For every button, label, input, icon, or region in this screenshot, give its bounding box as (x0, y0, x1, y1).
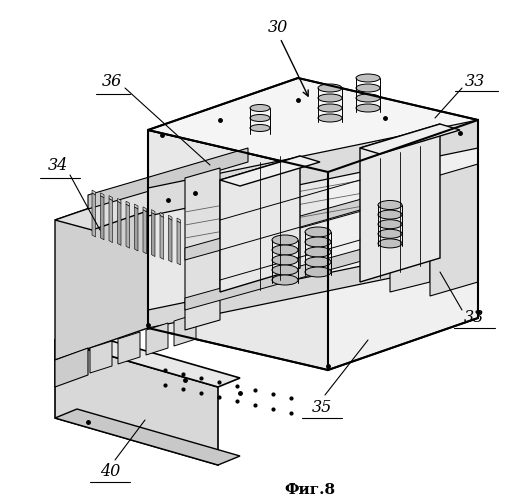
Ellipse shape (272, 245, 298, 255)
Polygon shape (55, 340, 218, 465)
Polygon shape (109, 198, 112, 242)
Ellipse shape (272, 255, 298, 265)
Polygon shape (360, 124, 460, 154)
Polygon shape (148, 78, 478, 172)
Ellipse shape (272, 235, 298, 245)
Polygon shape (118, 332, 140, 364)
Polygon shape (160, 216, 164, 260)
Polygon shape (126, 204, 130, 248)
Polygon shape (328, 120, 478, 370)
Polygon shape (109, 196, 112, 200)
Polygon shape (92, 190, 95, 195)
Ellipse shape (378, 220, 402, 228)
Ellipse shape (250, 104, 270, 112)
Polygon shape (211, 229, 214, 234)
Polygon shape (203, 226, 206, 232)
Ellipse shape (318, 114, 342, 122)
Polygon shape (211, 232, 214, 276)
Polygon shape (203, 230, 206, 274)
Polygon shape (220, 232, 223, 237)
Polygon shape (237, 240, 240, 284)
Text: 33: 33 (465, 74, 485, 90)
Ellipse shape (272, 265, 298, 275)
Ellipse shape (356, 94, 380, 102)
Polygon shape (185, 180, 430, 260)
Text: 30: 30 (268, 20, 288, 36)
Ellipse shape (378, 200, 402, 209)
Ellipse shape (250, 114, 270, 121)
Text: 33: 33 (464, 310, 484, 326)
Polygon shape (220, 235, 223, 279)
Ellipse shape (356, 84, 380, 92)
Polygon shape (148, 130, 328, 370)
Ellipse shape (356, 104, 380, 112)
Text: 40: 40 (100, 464, 120, 480)
Text: 35: 35 (312, 400, 332, 416)
Polygon shape (185, 224, 189, 268)
Ellipse shape (305, 267, 331, 277)
Polygon shape (194, 224, 197, 228)
Polygon shape (100, 193, 104, 198)
Polygon shape (55, 409, 240, 465)
Text: 34: 34 (48, 158, 68, 174)
Ellipse shape (250, 124, 270, 132)
Ellipse shape (305, 247, 331, 257)
Polygon shape (100, 196, 104, 240)
Polygon shape (168, 215, 172, 220)
Polygon shape (55, 188, 148, 360)
Ellipse shape (305, 227, 331, 237)
Ellipse shape (318, 104, 342, 112)
Polygon shape (143, 210, 147, 254)
Text: 36: 36 (102, 74, 122, 90)
Polygon shape (220, 156, 320, 186)
Polygon shape (228, 238, 232, 282)
Polygon shape (177, 218, 180, 223)
Ellipse shape (272, 275, 298, 285)
Ellipse shape (356, 74, 380, 82)
Ellipse shape (378, 210, 402, 219)
Ellipse shape (305, 237, 331, 247)
Polygon shape (185, 221, 189, 226)
Polygon shape (390, 130, 430, 292)
Polygon shape (151, 212, 155, 256)
Polygon shape (151, 210, 155, 214)
Polygon shape (135, 207, 138, 251)
Text: Фиг.8: Фиг.8 (284, 483, 336, 497)
Polygon shape (177, 221, 180, 265)
Polygon shape (148, 120, 478, 216)
Polygon shape (88, 148, 248, 209)
Polygon shape (126, 201, 130, 206)
Polygon shape (143, 207, 147, 212)
Ellipse shape (305, 257, 331, 267)
Polygon shape (55, 348, 88, 387)
Polygon shape (228, 235, 232, 240)
Polygon shape (118, 198, 121, 203)
Polygon shape (185, 230, 430, 310)
Ellipse shape (378, 239, 402, 248)
Polygon shape (185, 168, 220, 330)
Polygon shape (118, 202, 121, 246)
Polygon shape (146, 323, 168, 355)
Polygon shape (430, 164, 478, 296)
Ellipse shape (318, 84, 342, 92)
Polygon shape (220, 156, 300, 292)
Ellipse shape (318, 94, 342, 102)
Polygon shape (135, 204, 138, 209)
Polygon shape (148, 242, 478, 328)
Polygon shape (194, 226, 197, 270)
Polygon shape (92, 193, 95, 237)
Polygon shape (55, 188, 185, 230)
Polygon shape (90, 341, 112, 373)
Polygon shape (237, 238, 240, 242)
Polygon shape (360, 124, 440, 282)
Polygon shape (160, 212, 164, 218)
Polygon shape (174, 314, 196, 346)
Polygon shape (168, 218, 172, 262)
Ellipse shape (378, 230, 402, 238)
Polygon shape (55, 331, 240, 387)
